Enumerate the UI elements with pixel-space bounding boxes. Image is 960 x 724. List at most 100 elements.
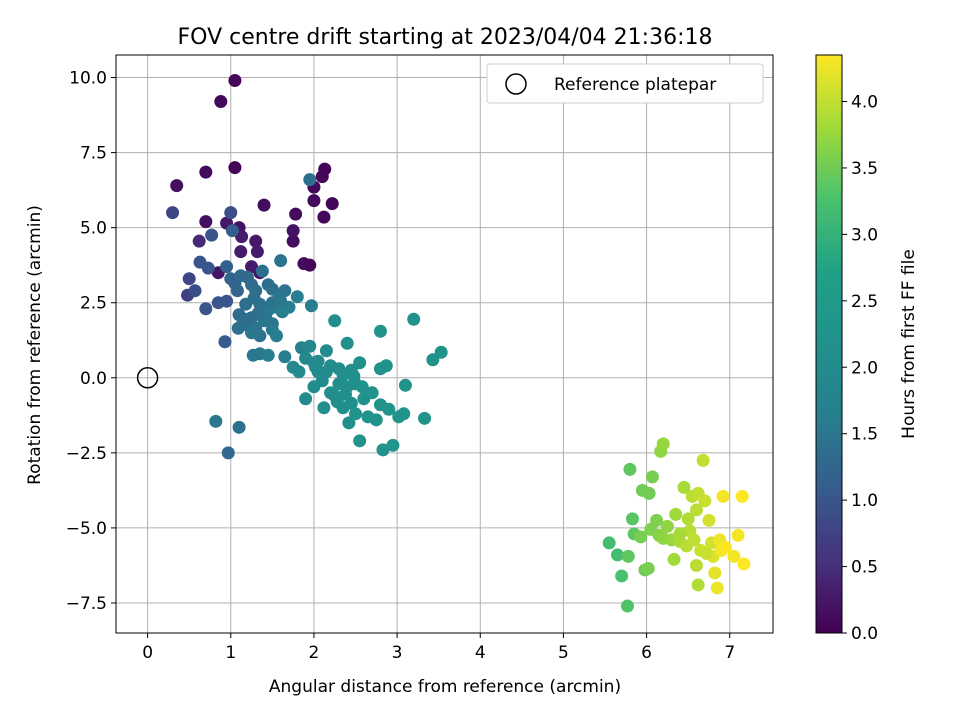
y-tick-label: 10.0 bbox=[69, 69, 107, 89]
data-point bbox=[205, 228, 219, 242]
data-point bbox=[708, 566, 722, 580]
y-tick-label: 7.5 bbox=[80, 144, 107, 164]
colorbar-tick-label: 0.5 bbox=[851, 558, 878, 578]
colorbar-tick-label: 3.5 bbox=[851, 159, 878, 179]
data-point bbox=[677, 480, 691, 494]
data-point bbox=[737, 557, 751, 571]
data-point bbox=[660, 519, 674, 533]
data-point bbox=[349, 407, 363, 421]
data-point bbox=[398, 378, 412, 392]
data-point bbox=[620, 599, 634, 613]
data-point bbox=[407, 312, 421, 326]
data-point bbox=[225, 224, 239, 238]
data-point bbox=[209, 414, 223, 428]
data-point bbox=[621, 549, 635, 563]
data-point bbox=[255, 264, 269, 278]
data-point bbox=[192, 234, 206, 248]
data-point bbox=[328, 389, 342, 403]
colorbar-tick-label: 1.5 bbox=[851, 425, 878, 445]
data-point bbox=[286, 224, 300, 238]
data-point bbox=[696, 453, 710, 467]
data-point bbox=[292, 365, 306, 379]
y-tick-label: 0.0 bbox=[80, 369, 107, 389]
data-point bbox=[615, 569, 629, 583]
data-point bbox=[299, 392, 313, 406]
data-point bbox=[353, 434, 367, 448]
data-point bbox=[735, 489, 749, 503]
x-axis-label: Angular distance from reference (arcmin) bbox=[269, 677, 621, 697]
data-point bbox=[166, 206, 180, 220]
plot-area: 0 1 2 3 4 5 6 7 −7.5 −5.0 −2.5 0.0 2.5 5.0 7.5 10.0 bbox=[66, 54, 774, 663]
data-point bbox=[698, 494, 712, 508]
data-point bbox=[347, 369, 361, 383]
legend-label: Reference platepar bbox=[554, 75, 716, 95]
data-point bbox=[702, 513, 716, 527]
data-point bbox=[290, 290, 304, 304]
data-point bbox=[182, 272, 196, 286]
data-point bbox=[328, 314, 342, 328]
data-point bbox=[214, 95, 228, 109]
legend: Reference platepar bbox=[486, 63, 764, 104]
data-point bbox=[251, 306, 265, 320]
y-tick-label: −5.0 bbox=[66, 519, 107, 539]
data-point bbox=[319, 344, 333, 358]
colorbar-tick-label: 2.5 bbox=[851, 292, 878, 312]
plot-frame bbox=[115, 54, 774, 634]
x-tick-label: 6 bbox=[641, 643, 652, 663]
data-point bbox=[376, 443, 390, 457]
data-point bbox=[261, 348, 275, 362]
legend-box bbox=[486, 63, 764, 104]
data-point bbox=[373, 324, 387, 338]
data-point bbox=[228, 161, 242, 175]
data-point bbox=[680, 539, 694, 553]
data-point bbox=[434, 345, 448, 359]
x-tick-label: 7 bbox=[724, 643, 735, 663]
y-tick-label: −2.5 bbox=[66, 444, 107, 464]
data-point bbox=[249, 234, 263, 248]
data-point bbox=[270, 329, 284, 343]
data-point bbox=[245, 260, 259, 274]
colorbar-tick-label: 4.0 bbox=[851, 93, 878, 113]
data-point bbox=[379, 359, 393, 373]
data-point bbox=[602, 536, 616, 550]
data-point bbox=[224, 206, 238, 220]
y-axis: −7.5 −5.0 −2.5 0.0 2.5 5.0 7.5 10.0 bbox=[66, 69, 116, 614]
data-point bbox=[199, 302, 213, 316]
data-point bbox=[246, 348, 260, 362]
data-point bbox=[317, 401, 331, 415]
data-point bbox=[719, 540, 733, 554]
y-axis-label: Rotation from reference (arcmin) bbox=[25, 205, 45, 485]
data-point bbox=[274, 294, 288, 308]
data-point bbox=[691, 578, 705, 592]
y-tick-label: 5.0 bbox=[80, 219, 107, 239]
data-point bbox=[727, 549, 741, 563]
data-point bbox=[188, 284, 202, 298]
data-point bbox=[221, 446, 235, 460]
data-point bbox=[642, 486, 656, 500]
data-point bbox=[710, 581, 724, 595]
data-point bbox=[317, 210, 331, 224]
data-point bbox=[623, 462, 637, 476]
data-point bbox=[307, 194, 321, 208]
data-point bbox=[634, 530, 648, 544]
data-point bbox=[641, 561, 655, 575]
data-point bbox=[673, 527, 687, 541]
data-point bbox=[286, 234, 300, 248]
data-point bbox=[355, 380, 369, 394]
colorbar-tick-label: 0.0 bbox=[851, 624, 878, 644]
data-point bbox=[170, 179, 184, 193]
data-point bbox=[231, 321, 245, 335]
data-point bbox=[318, 162, 332, 176]
x-tick-label: 5 bbox=[558, 643, 569, 663]
grid-lines bbox=[116, 55, 773, 633]
x-tick-label: 4 bbox=[475, 643, 486, 663]
data-point bbox=[199, 215, 213, 229]
y-tick-label: 2.5 bbox=[80, 294, 107, 314]
data-point bbox=[645, 470, 659, 484]
data-point bbox=[274, 254, 288, 268]
data-point bbox=[201, 261, 215, 275]
data-point bbox=[234, 245, 248, 259]
data-point bbox=[689, 503, 703, 517]
data-point bbox=[397, 407, 411, 421]
